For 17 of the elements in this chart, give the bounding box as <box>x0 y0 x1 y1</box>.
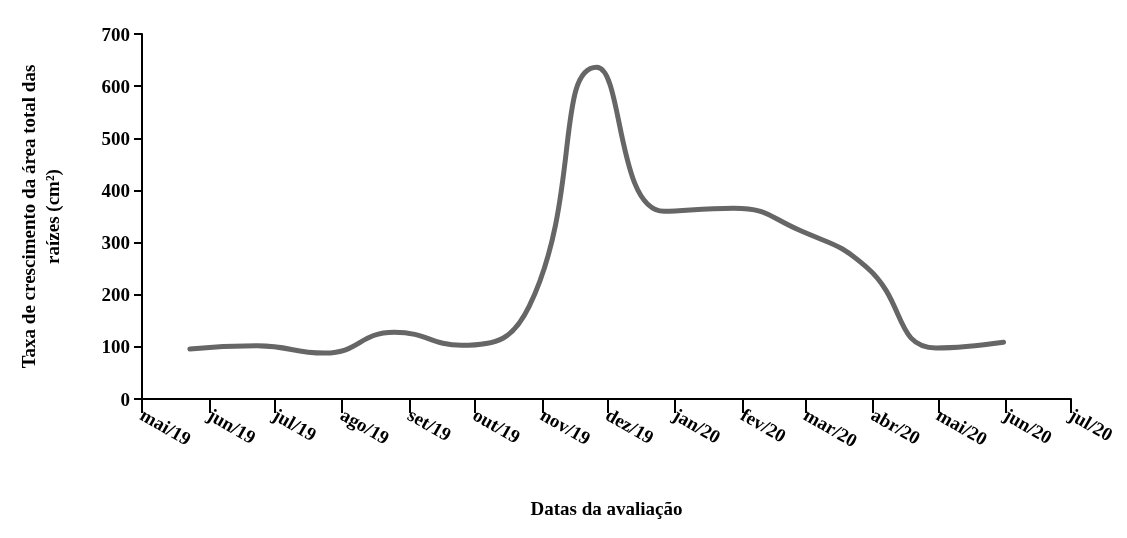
x-tick-label: ago/19 <box>336 403 394 449</box>
y-tick-label: 300 <box>101 232 130 254</box>
y-tick-label: 600 <box>101 75 130 97</box>
y-tick-label: 200 <box>101 284 130 306</box>
x-tick-label: abr/20 <box>867 403 924 449</box>
y-tick-label: 400 <box>101 179 130 201</box>
y-tick-label: 0 <box>120 388 130 410</box>
y-axis-title: Taxa de crescimento da área total das raízes (cm²) <box>17 64 64 369</box>
x-tick-label: jul/19 <box>268 403 321 446</box>
y-tick-label: 700 <box>101 23 130 45</box>
x-axis-title: Datas da avaliação <box>530 498 683 519</box>
x-tick-label: jul/20 <box>1064 403 1117 446</box>
y-tick-label: 100 <box>101 336 130 358</box>
y-tick-label: 500 <box>101 127 130 149</box>
x-tick-label: out/19 <box>469 403 524 448</box>
x-tick-label: nov/19 <box>537 403 595 449</box>
x-tick-label: set/19 <box>404 403 456 446</box>
